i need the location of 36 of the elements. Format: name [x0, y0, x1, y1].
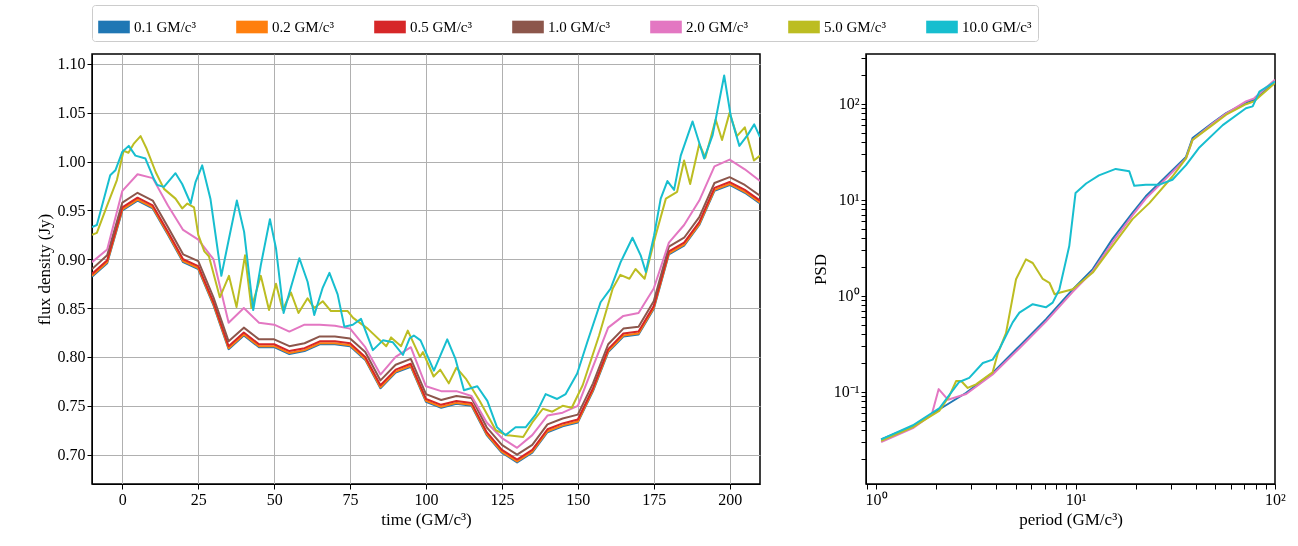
y-tick-label: 0.90	[57, 250, 86, 268]
y-tick-label: 10¹	[838, 191, 860, 209]
x-tick-label: 175	[642, 490, 667, 508]
legend-label: 5.0 GM/c³	[824, 19, 887, 35]
x-tick-label: 10²	[1265, 490, 1287, 508]
y-axis-title: PSD	[810, 253, 830, 286]
x-tick-label: 200	[718, 490, 743, 508]
y-tick-label: 0.85	[57, 299, 86, 317]
y-tick-label: 10⁰	[837, 287, 860, 305]
legend-label: 0.5 GM/c³	[410, 19, 473, 35]
x-tick-label: 125	[490, 490, 515, 508]
legend-label: 0.1 GM/c³	[134, 19, 197, 35]
x-axis-title: time (GM/c³)	[381, 509, 472, 529]
y-tick-label: 10²	[838, 95, 860, 113]
x-tick-label: 100	[414, 490, 439, 508]
y-tick-label: 0.95	[57, 201, 86, 219]
y-tick-label: 0.80	[57, 348, 86, 366]
x-tick-label: 10⁰	[865, 490, 888, 508]
y-tick-label: 0.75	[57, 397, 86, 415]
y-tick-label: 1.05	[57, 104, 86, 122]
x-tick-label: 0	[118, 490, 127, 508]
legend-label: 0.2 GM/c³	[272, 19, 335, 35]
x-tick-label: 10¹	[1065, 490, 1087, 508]
legend-label: 10.0 GM/c³	[962, 19, 1032, 35]
x-tick-label: 50	[266, 490, 283, 508]
legend-label: 2.0 GM/c³	[686, 19, 749, 35]
y-tick-label: 0.70	[57, 446, 86, 464]
y-tick-label: 1.00	[57, 153, 86, 170]
x-tick-label: 150	[566, 490, 591, 508]
y-tick-label: 10⁻¹	[833, 383, 860, 401]
x-tick-label: 25	[190, 490, 207, 508]
x-axis-title: period (GM/c³)	[1019, 509, 1123, 529]
legend-label: 1.0 GM/c³	[548, 19, 611, 35]
y-axis-title: flux density (Jy)	[34, 213, 54, 326]
y-tick-label: 1.10	[57, 55, 86, 73]
x-tick-label: 75	[342, 490, 359, 508]
